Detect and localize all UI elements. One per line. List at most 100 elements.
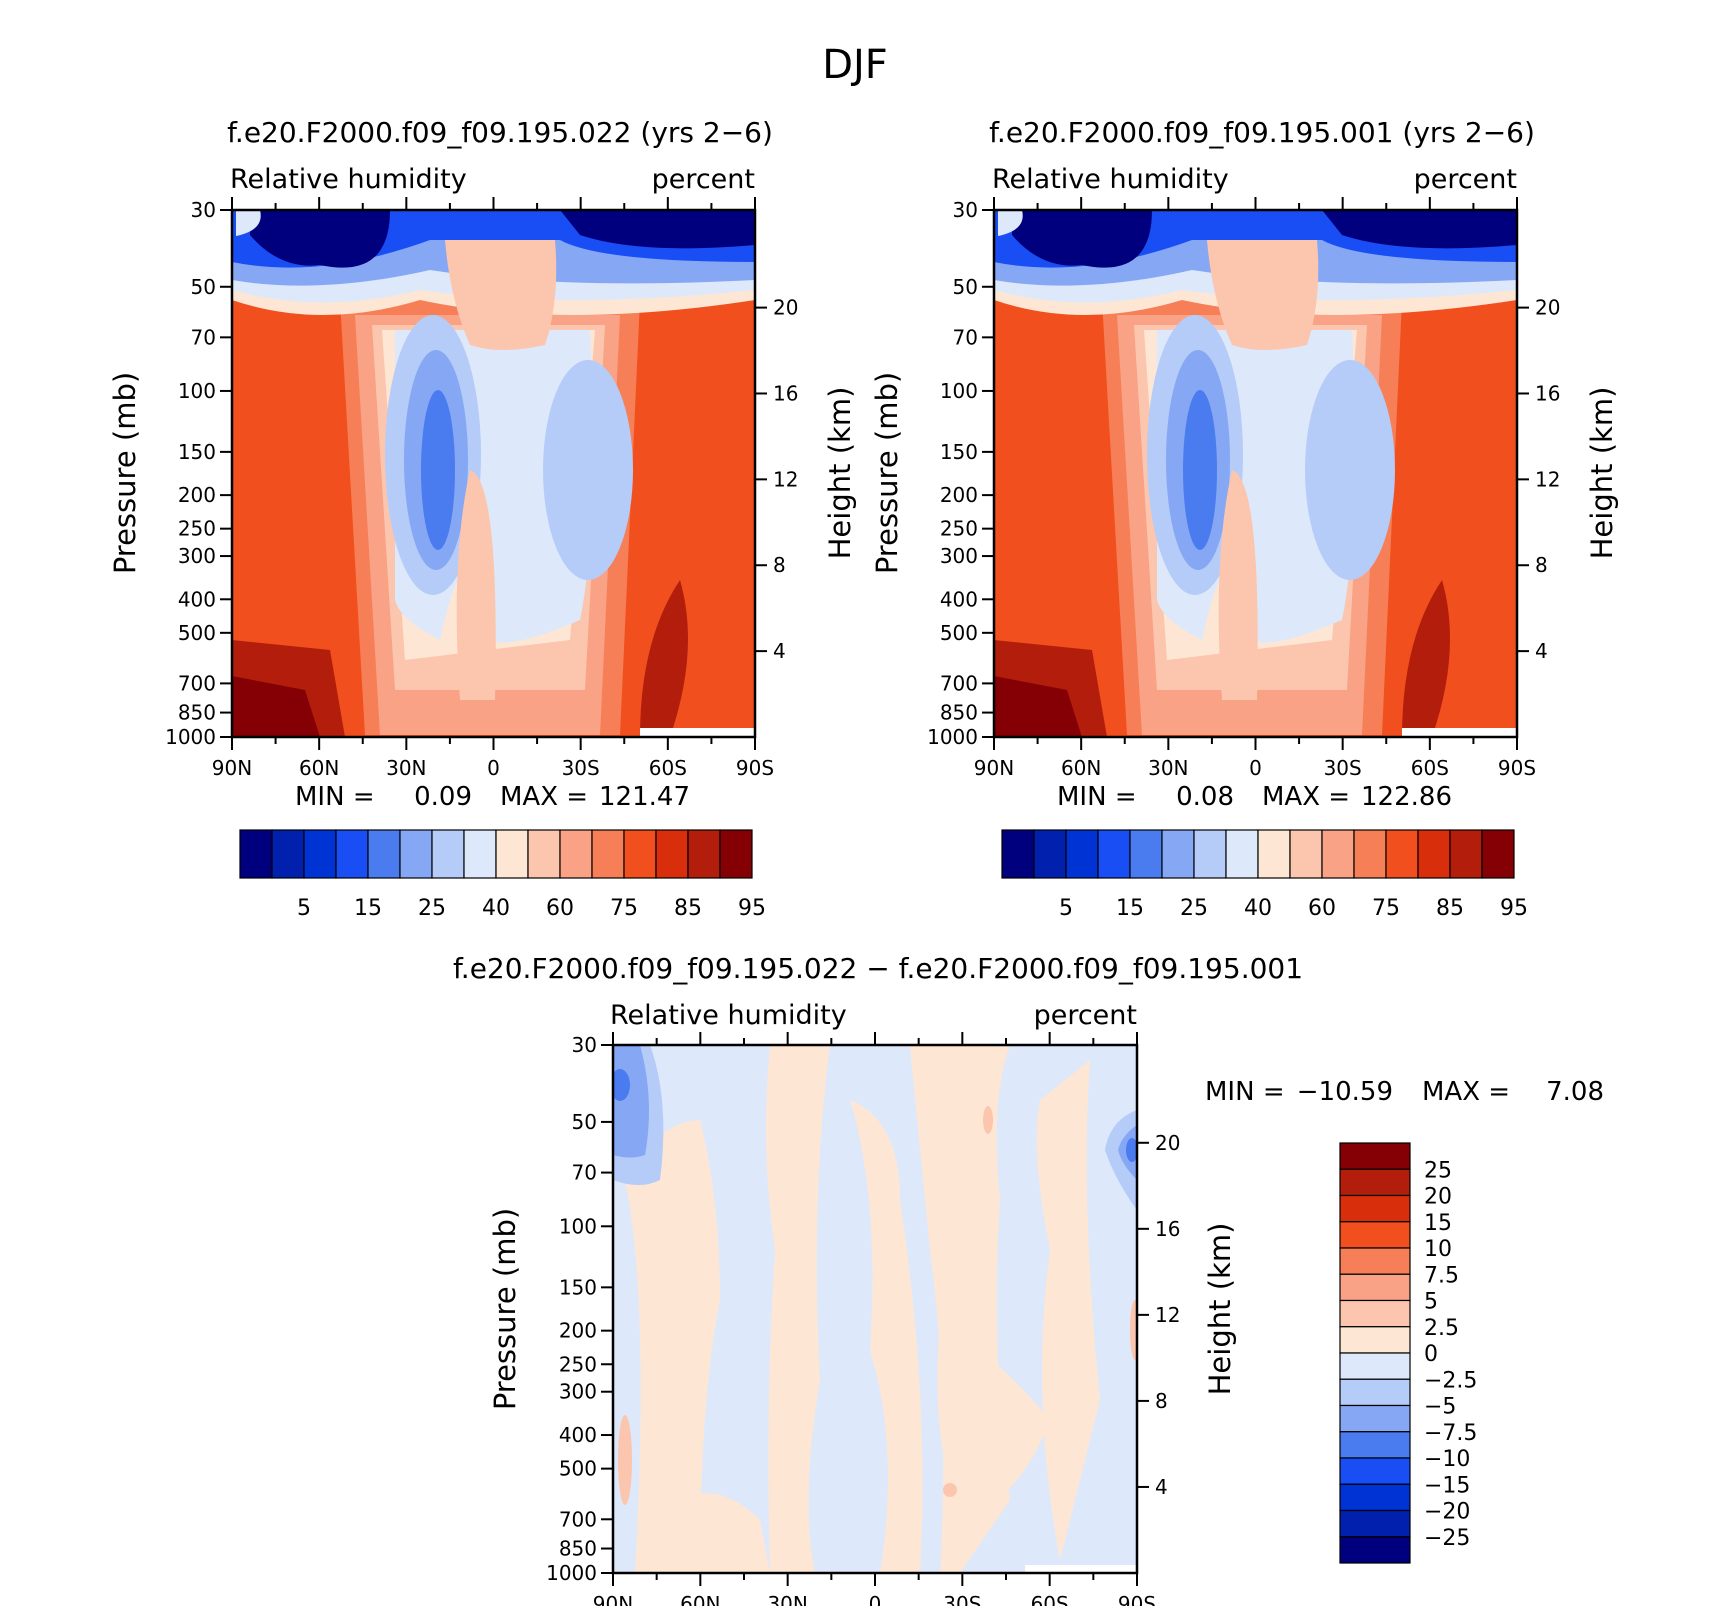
- y-tick-label: 1000: [165, 725, 216, 749]
- colorbar-label: 75: [610, 896, 638, 921]
- colorbar-box: [1339, 1536, 1411, 1564]
- panel-1-y2-axis: 20 16 12 8 4: [755, 296, 798, 663]
- colorbar-box: [1339, 1194, 1411, 1223]
- panel-1-y-axis-label: Pressure (mb): [108, 372, 142, 574]
- colorbar-label: 10: [1424, 1237, 1452, 1262]
- y-tick-label: 700: [178, 671, 216, 695]
- colorbar-label: 25: [1180, 896, 1208, 921]
- colorbar-box: [1339, 1483, 1411, 1512]
- panel-1-variable-label: Relative humidity: [230, 164, 467, 195]
- colorbar-box: [623, 829, 657, 879]
- colorbar-label: −20: [1424, 1500, 1470, 1525]
- colorbar-label: −10: [1424, 1447, 1470, 1472]
- x-tick-label: 90N: [593, 1592, 633, 1606]
- y2-tick-label: 4: [1155, 1475, 1168, 1499]
- colorbar-box: [1339, 1168, 1411, 1197]
- y-tick-label: 50: [572, 1110, 597, 1134]
- x-tick-label: 60S: [1031, 1592, 1069, 1606]
- colorbar-label: 75: [1372, 896, 1400, 921]
- colorbar-label: 7.5: [1424, 1263, 1459, 1288]
- x-tick-label: 0: [869, 1592, 882, 1606]
- panel-2-min-value: 0.08: [1176, 782, 1234, 812]
- y-tick-label: 500: [940, 621, 978, 645]
- panel-1-max-label: MAX =: [500, 782, 588, 812]
- page-title: DJF: [822, 42, 888, 88]
- colorbar-label: 15: [1116, 896, 1144, 921]
- colorbar-box: [719, 829, 753, 879]
- colorbar-label: −7.5: [1424, 1421, 1477, 1446]
- panel-1-min-value: 0.09: [414, 782, 472, 812]
- x-tick-label: 90S: [1498, 756, 1536, 780]
- x-tick-label: 60N: [680, 1592, 720, 1606]
- panel-1-contour-field: [232, 210, 755, 737]
- colorbar-label: 40: [482, 896, 510, 921]
- y-tick-label: 100: [940, 379, 978, 403]
- y-tick-label: 200: [559, 1319, 597, 1343]
- colorbar-box: [1339, 1457, 1411, 1485]
- colorbar-box: [1193, 829, 1227, 879]
- y-tick-label: 200: [178, 483, 216, 507]
- panel-3-max-label: MAX =: [1422, 1077, 1510, 1107]
- y-tick-label: 850: [178, 701, 216, 725]
- y-tick-label: 30: [572, 1033, 597, 1057]
- colorbar-box: [1001, 829, 1035, 879]
- x-tick-label: 60S: [1411, 756, 1449, 780]
- y-tick-label: 500: [178, 621, 216, 645]
- colorbar-box: [399, 829, 433, 879]
- colorbar-label: 40: [1244, 896, 1272, 921]
- y-tick-label: 1000: [546, 1561, 597, 1585]
- colorbar-label: −25: [1424, 1526, 1470, 1551]
- y2-tick-label: 12: [1535, 467, 1560, 491]
- colorbar-box: [1339, 1431, 1411, 1459]
- y-tick-label: 400: [178, 587, 216, 611]
- panel-2-title: f.e20.F2000.f09_f09.195.001 (yrs 2−6): [989, 116, 1535, 149]
- panel-2-y-axis-label: Pressure (mb): [870, 372, 904, 574]
- panel-1-units-label: percent: [652, 164, 755, 195]
- y-tick-label: 30: [191, 198, 216, 222]
- y2-tick-label: 20: [1155, 1131, 1180, 1155]
- x-tick-label: 60N: [1061, 756, 1101, 780]
- panel-2-y2-axis-label: Height (km): [1585, 387, 1619, 560]
- colorbar-label: −2.5: [1424, 1368, 1477, 1393]
- colorbar-label: 15: [354, 896, 382, 921]
- panel-3-title: f.e20.F2000.f09_f09.195.022 − f.e20.F200…: [453, 952, 1303, 985]
- colorbar-label: 95: [738, 896, 766, 921]
- y-tick-label: 200: [940, 483, 978, 507]
- y-tick-label: 30: [953, 198, 978, 222]
- panel-2: f.e20.F2000.f09_f09.195.001 (yrs 2−6) Re…: [870, 116, 1619, 921]
- colorbar-box: [1225, 829, 1259, 879]
- colorbar-box: [1449, 829, 1483, 879]
- x-tick-label: 90S: [1118, 1592, 1156, 1606]
- panel-3-units-label: percent: [1034, 1000, 1137, 1031]
- y-tick-label: 70: [572, 1161, 597, 1185]
- colorbar-box: [431, 829, 465, 879]
- y-tick-label: 70: [953, 325, 978, 349]
- colorbar-box: [1339, 1378, 1411, 1407]
- colorbar-box: [1339, 1247, 1411, 1275]
- x-tick-label: 30N: [1148, 756, 1188, 780]
- y-tick-label: 150: [559, 1275, 597, 1299]
- panel-2-max-label: MAX =: [1262, 782, 1350, 812]
- colorbar-label: 0: [1424, 1342, 1438, 1367]
- x-tick-label: 60S: [649, 756, 687, 780]
- colorbar-box: [1289, 829, 1323, 879]
- y2-tick-label: 16: [1535, 381, 1560, 405]
- colorbar-label: 85: [674, 896, 702, 921]
- colorbar-box: [655, 829, 689, 879]
- panel-3-min-value: −10.59: [1297, 1077, 1393, 1107]
- panel-3-y2-axis-label: Height (km): [1203, 1223, 1237, 1396]
- y2-tick-label: 4: [1535, 639, 1548, 663]
- colorbar-box: [1339, 1142, 1411, 1170]
- y2-tick-label: 4: [773, 639, 786, 663]
- y-tick-label: 850: [940, 701, 978, 725]
- y2-tick-label: 16: [773, 381, 798, 405]
- colorbar-box: [1097, 829, 1131, 879]
- x-tick-label: 90S: [736, 756, 774, 780]
- y2-tick-label: 12: [1155, 1303, 1180, 1327]
- x-tick-label: 0: [1249, 756, 1262, 780]
- panel-3-max-value: 7.08: [1546, 1077, 1604, 1107]
